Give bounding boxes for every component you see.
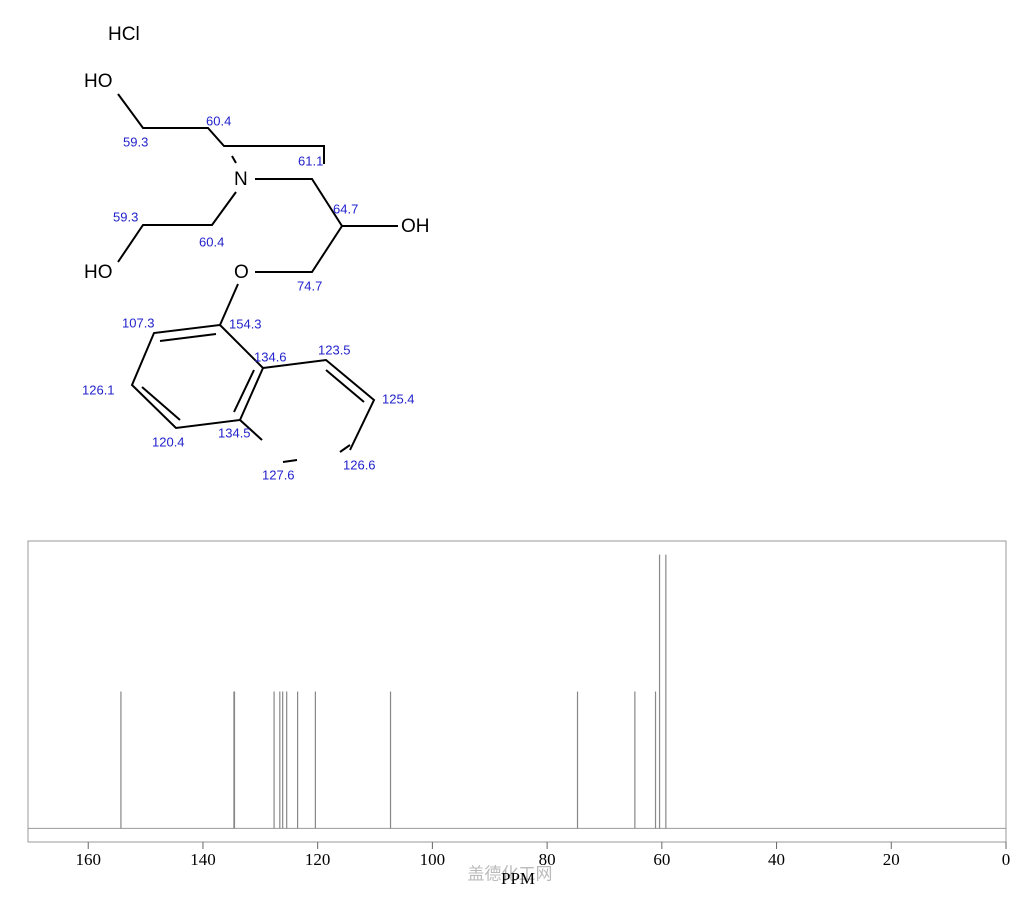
- x-tick-label: 120: [305, 850, 331, 869]
- watermark: 盖德化工网: [468, 864, 553, 883]
- shift-label: 61.1: [298, 153, 323, 168]
- shift-label: 123.5: [318, 342, 351, 357]
- shift-label: 120.4: [152, 434, 185, 449]
- atom-label: O: [234, 262, 249, 283]
- salt-label: HCl: [108, 24, 140, 45]
- shift-label: 107.3: [122, 315, 155, 330]
- x-tick-label: 140: [190, 850, 216, 869]
- plot-frame: [27, 540, 1007, 843]
- x-tick-label: 160: [75, 850, 101, 869]
- shift-label: 134.5: [218, 425, 251, 440]
- atom-label: HO: [84, 262, 113, 283]
- shift-label: 125.4: [382, 391, 415, 406]
- x-tick-label: 20: [883, 850, 900, 869]
- x-tick-label: 40: [768, 850, 785, 869]
- shift-label: 59.3: [113, 209, 138, 224]
- shift-label: 134.6: [254, 349, 287, 364]
- atom-label: N: [234, 169, 248, 190]
- molecule: HCl HO N OH HO O 59.3 60.4 61.1 59.3 60.…: [82, 24, 430, 482]
- shift-label: 127.6: [262, 467, 295, 482]
- shift-label: 64.7: [333, 201, 358, 216]
- shift-label: 60.4: [199, 234, 224, 249]
- shift-label: 154.3: [229, 316, 262, 331]
- x-tick-label: 0: [1002, 850, 1011, 869]
- x-tick-label: 60: [653, 850, 670, 869]
- x-tick-label: 80: [539, 850, 556, 869]
- bonds: [117, 93, 398, 463]
- x-axis-label: PPM: [501, 869, 535, 888]
- atom-label: OH: [401, 216, 430, 237]
- atom-label: HO: [84, 71, 113, 92]
- x-tick-label: 100: [420, 850, 446, 869]
- shift-label: 74.7: [297, 278, 322, 293]
- shift-label: 59.3: [123, 134, 148, 149]
- shift-label: 126.1: [82, 382, 115, 397]
- shift-label: 60.4: [206, 113, 231, 128]
- shift-label: 126.6: [343, 457, 376, 472]
